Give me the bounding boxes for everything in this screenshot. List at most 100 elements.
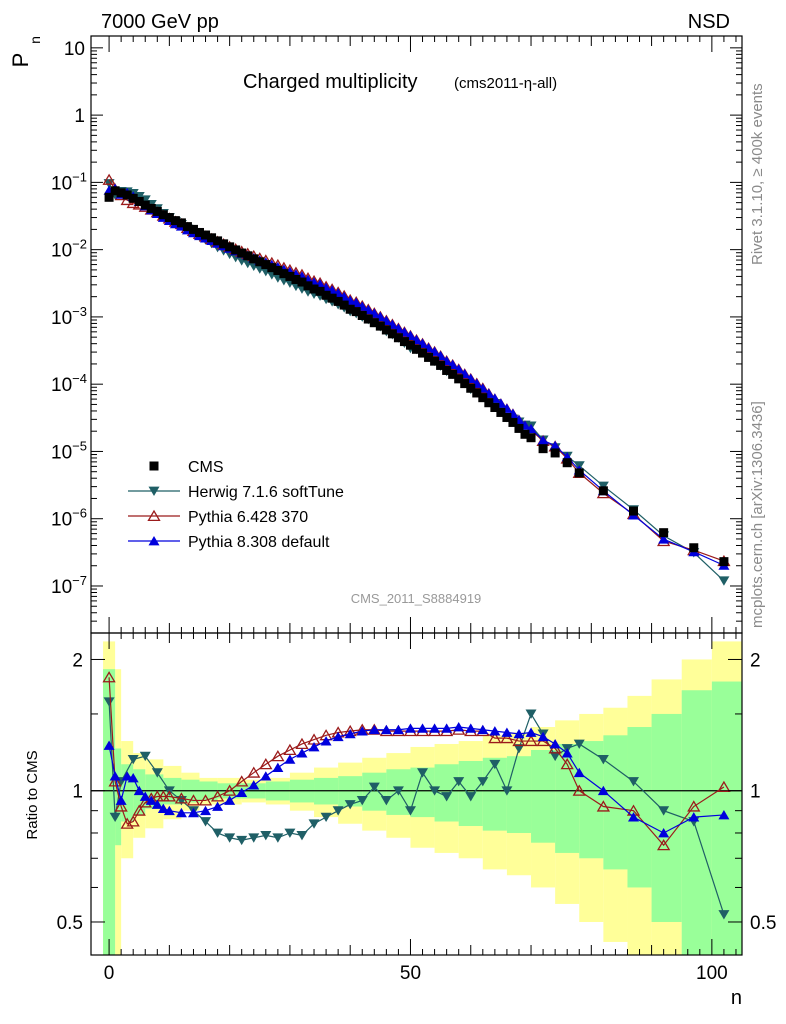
cms-data-point xyxy=(219,239,229,249)
legend-label: Pythia 8.308 default xyxy=(188,534,330,551)
legend-label: CMS xyxy=(188,459,224,476)
cms-data-point xyxy=(122,190,132,200)
ratio-point xyxy=(573,739,585,749)
ratio-point xyxy=(501,786,513,796)
ratio-point xyxy=(513,728,525,739)
ratio-point xyxy=(687,800,701,812)
ratio-point xyxy=(573,767,585,778)
ratio-point xyxy=(488,731,502,744)
ratio-point xyxy=(151,768,163,778)
cms-data-point xyxy=(399,337,409,347)
cms-data-point xyxy=(321,290,331,300)
ratio-point xyxy=(512,734,526,747)
ratio-point xyxy=(200,817,212,827)
ratio-point xyxy=(477,777,489,787)
ratio-point xyxy=(628,777,639,787)
y-tick-label: 10−1 xyxy=(51,169,87,194)
ratio-point xyxy=(224,795,236,805)
ratio-point xyxy=(212,828,224,838)
cms-data-point xyxy=(158,210,168,220)
cms-data-point xyxy=(188,224,198,234)
stat-uncertainty-band xyxy=(603,735,628,870)
cms-data-point xyxy=(128,193,138,203)
ratio-point xyxy=(109,771,121,781)
ratio-point xyxy=(560,758,574,770)
ratio-point xyxy=(120,817,134,829)
ratio-point xyxy=(162,790,176,802)
cms-data-point xyxy=(418,348,428,358)
ratio-point xyxy=(236,787,248,798)
ratio-point xyxy=(236,835,248,846)
cms-data-point xyxy=(472,388,482,398)
cms-data-point xyxy=(170,216,180,226)
ratio-uncertainty-bands xyxy=(91,641,742,955)
cms-data-point xyxy=(363,314,373,324)
ratio-point xyxy=(500,731,514,744)
cms-data-point xyxy=(689,543,699,553)
ratio-point xyxy=(223,784,237,796)
ratio-point xyxy=(332,731,344,742)
cms-data-point xyxy=(146,203,156,213)
cms-data-point xyxy=(213,236,223,246)
ratio-point xyxy=(441,723,453,733)
cms-data-point xyxy=(285,271,295,281)
y-tick-label: 10−3 xyxy=(51,304,87,329)
cms-data-point xyxy=(574,468,584,478)
cms-data-point xyxy=(195,227,204,237)
cms-data-point xyxy=(466,383,476,393)
ratio-point xyxy=(198,794,213,806)
ratio-point xyxy=(109,812,121,823)
cms-data-point xyxy=(381,325,391,335)
mc-point xyxy=(102,173,116,185)
ratio-point xyxy=(248,833,260,843)
ratio-point xyxy=(453,722,465,732)
cms-data-point xyxy=(164,213,174,223)
legend-marker xyxy=(147,509,161,522)
cms-data-point xyxy=(110,186,120,196)
cms-data-point xyxy=(490,403,500,413)
y-tick-label: 10−6 xyxy=(51,506,87,531)
cms-data-point xyxy=(116,188,126,198)
ratio-point xyxy=(344,800,356,810)
ratio-point xyxy=(271,749,285,762)
ratio-point xyxy=(628,812,639,822)
stat-uncertainty-band xyxy=(482,757,507,831)
cms-data-point xyxy=(629,506,638,516)
cms-data-point xyxy=(430,356,440,366)
ratio-point xyxy=(597,754,609,765)
cms-data-point xyxy=(598,486,608,496)
ratio-frame xyxy=(90,632,743,956)
ratio-point xyxy=(513,744,525,754)
main-plot-area xyxy=(102,173,731,586)
cms-data-point xyxy=(255,257,265,267)
ratio-point xyxy=(200,805,212,816)
ratio-point xyxy=(115,795,127,805)
ratio-point xyxy=(658,806,670,816)
cms-data-point xyxy=(448,369,458,379)
cms-data-point xyxy=(484,398,494,408)
mc-point xyxy=(718,576,730,586)
ratio-point xyxy=(718,809,730,820)
ratio-point xyxy=(380,724,392,735)
ratio-point xyxy=(174,792,189,804)
cms-data-point xyxy=(176,218,186,228)
ratio-point xyxy=(465,723,477,733)
cms-data-point xyxy=(442,365,452,375)
legend-label: Pythia 6.428 370 xyxy=(188,509,308,526)
ratio-point xyxy=(477,724,489,735)
ratio-point xyxy=(296,830,308,841)
ratio-point xyxy=(453,777,465,787)
cms-data-point xyxy=(502,412,512,422)
cms-data-point xyxy=(562,458,572,468)
cms-data-point xyxy=(436,360,446,370)
ratio-point xyxy=(102,671,116,683)
ratio-point xyxy=(284,754,296,764)
ratio-point xyxy=(308,819,320,829)
cms-data-point xyxy=(659,528,669,538)
legend-marker xyxy=(148,486,160,496)
cms-data-point xyxy=(454,374,464,384)
ratio-y-tick-label-right: 2 xyxy=(750,650,761,671)
legend: CMS Herwig 7.1.6 softTune Pythia 6.428 370… xyxy=(128,459,344,551)
cms-data-point xyxy=(514,423,524,433)
ratio-point xyxy=(657,838,671,851)
